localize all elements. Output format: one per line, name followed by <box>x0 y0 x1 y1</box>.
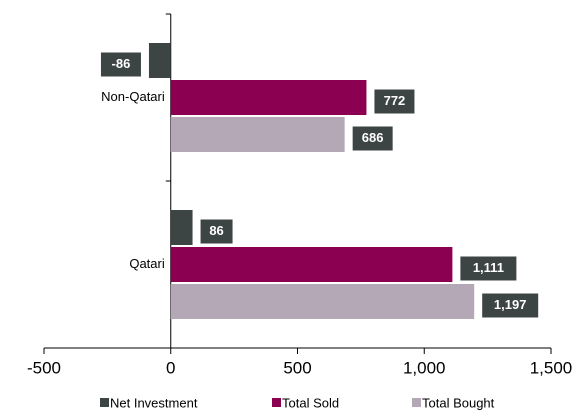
legend-label: Net Investment <box>110 395 198 410</box>
value-label: 686 <box>362 130 384 145</box>
value-label-box <box>482 293 539 318</box>
value-label-box <box>200 219 233 244</box>
legend-swatch <box>100 398 109 407</box>
value-label: 772 <box>384 93 406 108</box>
value-label: 86 <box>209 223 223 238</box>
x-tick-label: -500 <box>27 358 61 377</box>
value-label: -86 <box>112 56 131 71</box>
y-tick-label: Qatari <box>129 256 165 271</box>
value-label: 1,111 <box>473 260 504 275</box>
value-label-box <box>460 256 517 281</box>
bar <box>148 43 171 78</box>
value-label-box <box>352 126 393 151</box>
legend-label: Total Sold <box>282 395 339 410</box>
x-tick-label: 1,000 <box>403 358 446 377</box>
legend-label: Total Bought <box>422 395 495 410</box>
value-label: 1,197 <box>494 297 527 312</box>
x-tick-label: 0 <box>166 358 175 377</box>
x-tick-label: 1,500 <box>530 358 573 377</box>
bar <box>170 247 453 282</box>
bar <box>170 210 193 245</box>
value-label-box <box>374 89 415 114</box>
x-tick-label: 500 <box>283 358 311 377</box>
bar <box>170 80 367 115</box>
legend-swatch <box>412 398 421 407</box>
bar <box>170 117 345 152</box>
bar <box>170 284 475 319</box>
value-label-box <box>100 52 141 77</box>
legend-swatch <box>272 398 281 407</box>
y-tick-label: Non-Qatari <box>101 89 165 104</box>
